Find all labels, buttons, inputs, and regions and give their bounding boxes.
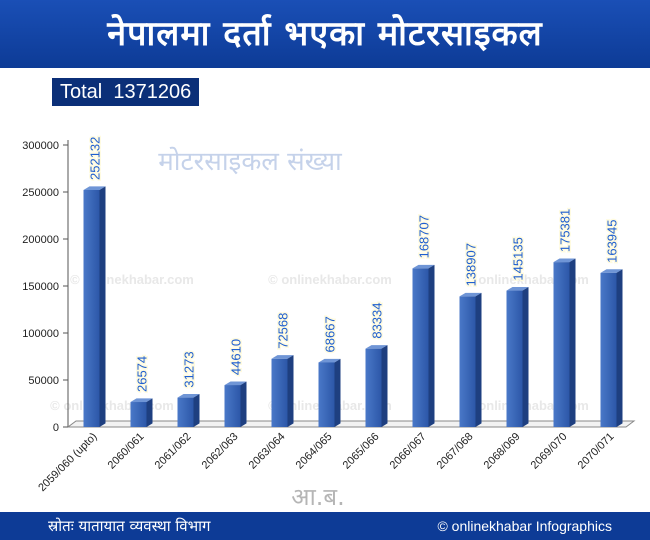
y-tick-label: 0 xyxy=(53,422,59,434)
x-tick-label: 2067/068 xyxy=(435,431,476,472)
data-label: 83334 xyxy=(370,303,385,339)
bar xyxy=(459,296,476,427)
bar xyxy=(177,397,194,427)
x-tick-label: 2063/064 xyxy=(247,431,288,472)
bar xyxy=(318,362,335,427)
bar-top xyxy=(459,292,482,297)
y-tick-label: 150000 xyxy=(22,281,59,293)
x-tick-label: 2066/067 xyxy=(388,431,429,472)
data-label: 145135 xyxy=(511,237,526,280)
bar-top xyxy=(83,186,106,190)
bar-side xyxy=(569,258,576,427)
bar-top xyxy=(553,258,576,263)
y-tick-label: 300000 xyxy=(22,140,59,152)
bar-top xyxy=(600,269,623,273)
bar-top xyxy=(224,381,247,386)
data-label: 138907 xyxy=(464,243,479,286)
bar-side xyxy=(381,345,388,427)
chart-area: © onlinekhabar.com © onlinekhabar.com © on… xyxy=(0,110,650,511)
data-label: 31273 xyxy=(182,351,197,387)
bar-top xyxy=(130,398,153,403)
bar-top xyxy=(271,355,294,359)
x-tick-label: 2059/060 (upto) xyxy=(36,431,99,494)
bar-top xyxy=(177,394,200,398)
data-label: 44610 xyxy=(229,339,244,375)
bar-side xyxy=(240,381,247,427)
bar xyxy=(412,268,429,427)
bar-side xyxy=(334,358,341,427)
bar xyxy=(83,189,100,427)
footer-credit: © onlinekhabar Infographics xyxy=(437,518,612,534)
x-tick-label: 2068/069 xyxy=(482,431,523,472)
bar-top xyxy=(412,264,435,269)
x-tick-label: 2070/071 xyxy=(576,431,617,472)
header-banner: नेपालमा दर्ता भएका मोटरसाइकल xyxy=(0,0,650,68)
bar-side xyxy=(287,355,294,427)
y-tick-label: 250000 xyxy=(22,187,59,199)
x-tick-label: 2064/065 xyxy=(294,431,335,472)
chart-title: मोटरसाइकल संख्या xyxy=(158,146,343,177)
x-tick-label: 2065/066 xyxy=(341,431,382,472)
y-tick-label: 100000 xyxy=(22,328,59,340)
y-tick-label: 200000 xyxy=(22,234,59,246)
bar-side xyxy=(99,186,106,427)
data-label: 168707 xyxy=(417,215,432,258)
bar-side xyxy=(522,286,529,427)
bar-top xyxy=(318,358,341,363)
data-label: 175381 xyxy=(558,209,573,252)
data-label: 68667 xyxy=(323,316,338,352)
total-badge: Total 1371206 xyxy=(52,78,200,106)
bar-side xyxy=(193,394,200,427)
bar-top xyxy=(365,345,388,349)
x-tick-label: 2061/062 xyxy=(153,431,194,472)
x-tick-label: 2062/063 xyxy=(200,431,241,472)
y-tick-label: 50000 xyxy=(28,375,59,387)
x-tick-label: 2060/061 xyxy=(106,431,147,472)
data-label: 26574 xyxy=(135,356,150,392)
bar xyxy=(600,272,617,427)
bar-side xyxy=(475,292,482,427)
page-title: नेपालमा दर्ता भएका मोटरसाइकल xyxy=(107,14,543,54)
x-tick-label: 2069/070 xyxy=(529,431,570,472)
bar xyxy=(130,402,147,427)
watermark-text: © onlinekhabar.com xyxy=(268,272,392,287)
bar xyxy=(506,290,523,427)
bar-top xyxy=(506,286,529,291)
x-axis-floor xyxy=(66,420,636,428)
bar xyxy=(553,262,570,427)
bar-side xyxy=(146,398,153,427)
bar-side xyxy=(616,269,623,427)
bar xyxy=(271,358,288,427)
footer-source: स्रोतः यातायात व्यवस्था विभाग xyxy=(48,517,211,535)
data-label: 72568 xyxy=(276,313,291,349)
watermark-text: © onlinekhabar.com xyxy=(50,398,174,413)
data-label: 163945 xyxy=(605,220,620,263)
bar-chart: © onlinekhabar.com © onlinekhabar.com © on… xyxy=(22,135,636,511)
bar xyxy=(365,348,382,427)
x-axis-title: आ.ब. xyxy=(291,483,345,510)
bar xyxy=(224,385,241,427)
total-label: Total xyxy=(60,81,103,103)
footer-bar: स्रोतः यातायात व्यवस्था विभाग © onlinekh… xyxy=(0,512,650,540)
bar-side xyxy=(428,264,435,427)
total-value: 1371206 xyxy=(113,81,192,103)
data-label: 252132 xyxy=(88,137,103,180)
